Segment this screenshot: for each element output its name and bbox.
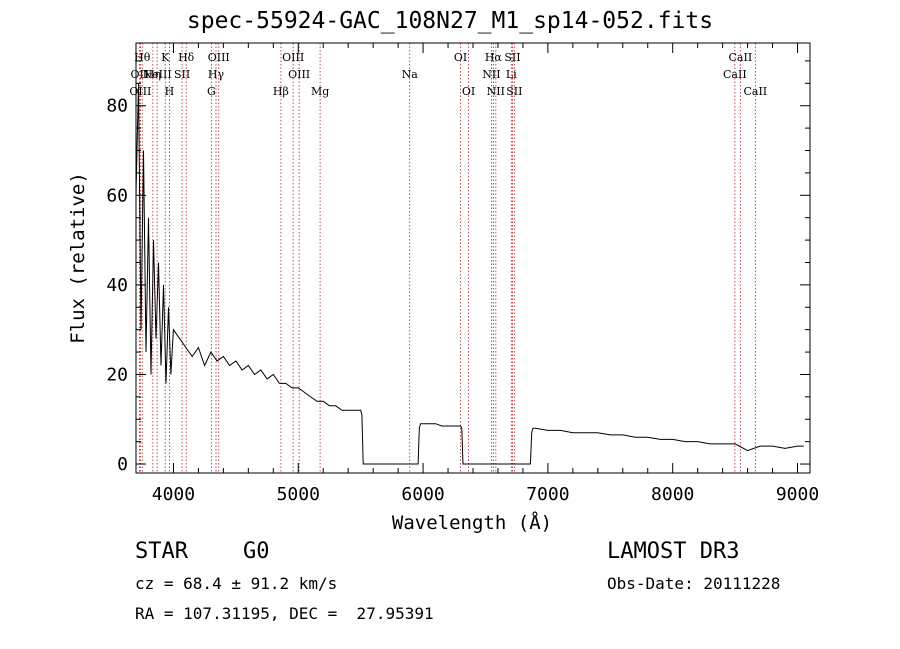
line-marker-label-8: Hδ — [178, 51, 195, 64]
x-tick-label-0: 4000 — [152, 484, 195, 505]
line-marker-label-19: NII — [482, 68, 500, 81]
line-marker-label-13: OIII — [282, 51, 304, 64]
y-axis-label: Flux (relative) — [67, 172, 89, 344]
axis-tick-labels: 4000 5000 6000 7000 8000 9000 0 20 40 60 80 — [106, 96, 819, 505]
line-marker-label-16: Na — [402, 68, 419, 81]
line-marker-label-22: Li — [506, 68, 517, 81]
line-marker-label-3: Hη — [145, 68, 161, 81]
line-marker-label-18: OI — [462, 85, 475, 98]
line-marker-label-4: NeIII — [143, 68, 172, 81]
line-marker-label-0: Hθ — [134, 51, 151, 64]
object-subclass: G0 — [243, 539, 270, 564]
line-marker-label-23: SII — [504, 51, 520, 64]
axis-ticks — [136, 43, 810, 473]
line-marker-label-12: Hβ — [273, 85, 289, 98]
line-marker-label-26: CaII — [729, 51, 753, 64]
line-marker-label-7: SII — [174, 68, 190, 81]
y-tick-label-1: 20 — [106, 364, 128, 385]
redshift-cz: cz = 68.4 ± 91.2 km/s — [135, 574, 338, 593]
y-tick-label-3: 60 — [106, 185, 128, 206]
ra-dec: RA = 107.31195, DEC = 27.95391 — [135, 604, 434, 623]
line-marker-label-2: OIII — [129, 85, 151, 98]
object-class: STAR — [135, 539, 188, 564]
obs-date: Obs-Date: 20111228 — [607, 574, 781, 593]
survey-name: LAMOST DR3 — [607, 539, 740, 564]
line-marker-label-17: OI — [454, 51, 467, 64]
y-tick-label-2: 40 — [106, 275, 128, 296]
y-tick-label-0: 0 — [117, 454, 128, 475]
x-axis-label: Wavelength (Å) — [392, 511, 552, 534]
x-tick-label-2: 6000 — [401, 484, 444, 505]
x-tick-label-5: 9000 — [776, 484, 819, 505]
spectrum-line — [135, 83, 804, 465]
line-marker-label-21: NII — [487, 85, 505, 98]
x-tick-label-3: 7000 — [526, 484, 569, 505]
x-tick-label-4: 8000 — [651, 484, 694, 505]
line-marker-label-9: G — [207, 85, 216, 98]
plot-frame — [135, 42, 811, 474]
line-marker-label-6: H — [165, 85, 175, 98]
line-marker-label-11: OIII — [208, 51, 230, 64]
line-marker-label-27: CaII — [743, 85, 767, 98]
line-marker-label-5: K — [161, 51, 170, 64]
line-marker-label-15: Mg — [311, 85, 329, 98]
x-tick-label-1: 5000 — [277, 484, 320, 505]
line-marker-label-25: CaII — [723, 68, 747, 81]
line-marker-label-20: Hα — [485, 51, 503, 64]
y-tick-label-4: 80 — [106, 96, 128, 117]
line-marker-label-14: OIII — [288, 68, 310, 81]
line-marker-label-10: Hγ — [208, 68, 225, 81]
line-marker-label-1: OII — [131, 68, 149, 81]
chart-title: spec-55924-GAC_108N27_M1_sp14-052.fits — [186, 8, 714, 34]
line-marker-label-24: SII — [506, 85, 522, 98]
line-markers — [138, 43, 756, 473]
